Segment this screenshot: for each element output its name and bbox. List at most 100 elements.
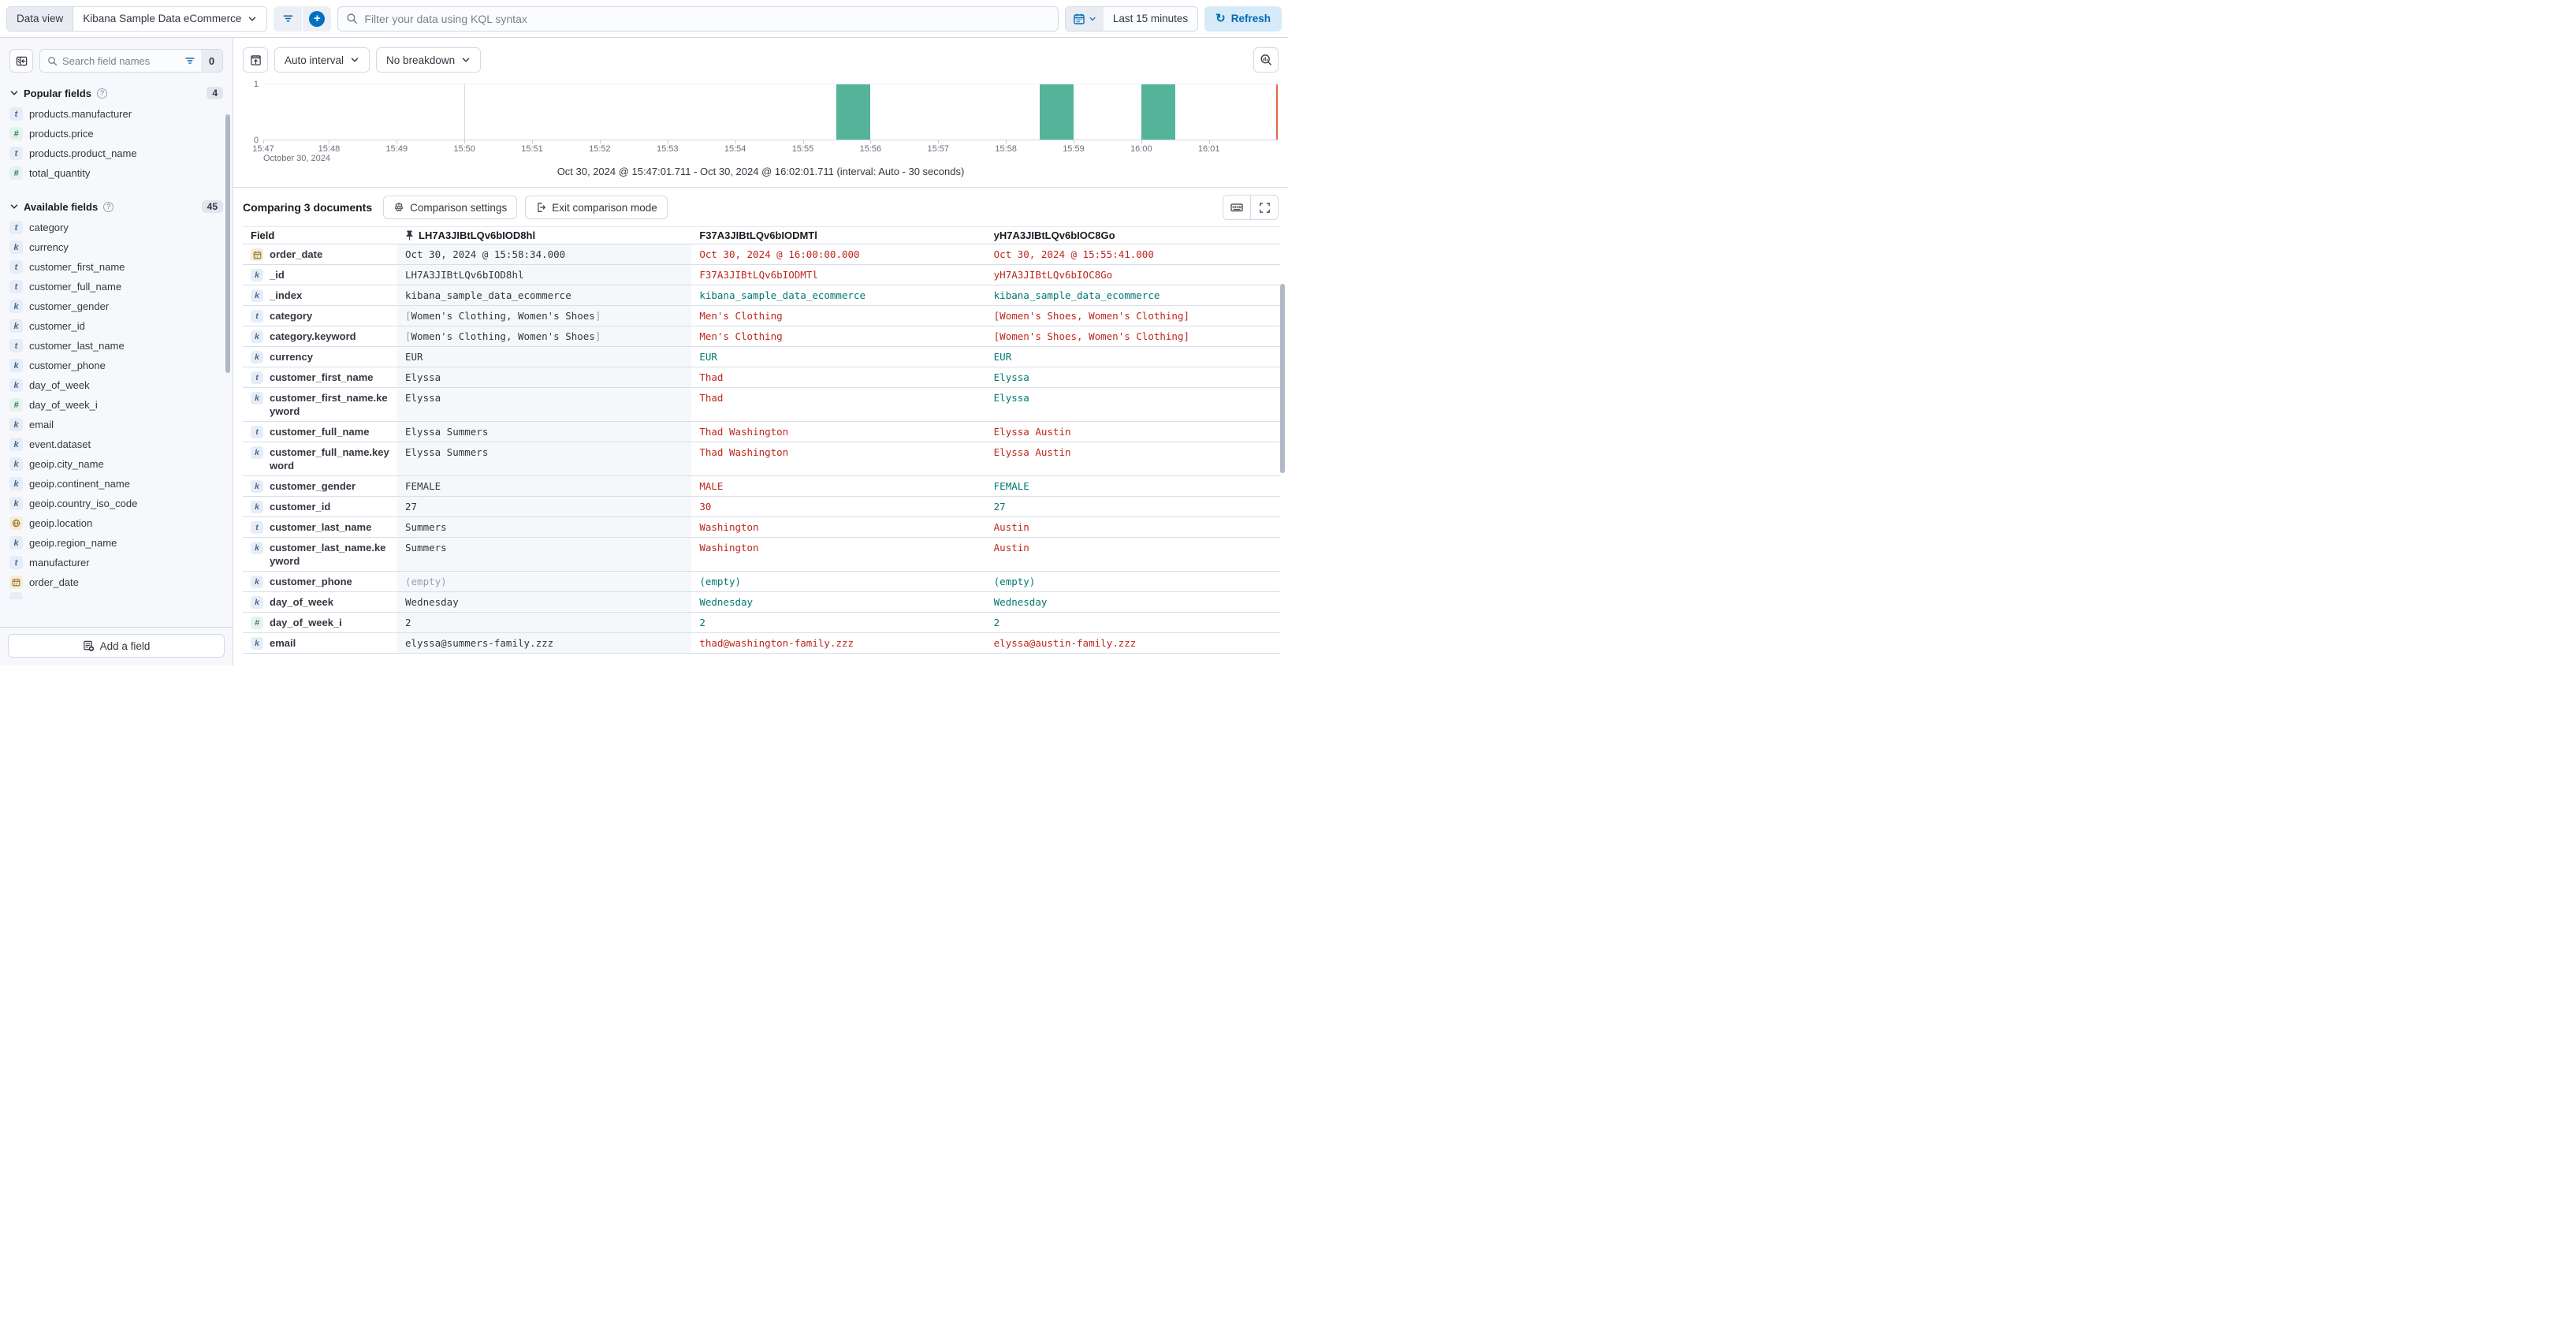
y-axis-max-label: 1 xyxy=(253,80,259,89)
value-cell: Oct 30, 2024 @ 16:00:00.000 xyxy=(699,248,860,260)
breakdown-dropdown[interactable]: No breakdown xyxy=(376,47,482,73)
kql-search-bar[interactable] xyxy=(337,6,1059,32)
table-row[interactable]: k customer_full_name.keyword Elyssa Summer… xyxy=(243,442,1280,476)
field-name-label: customer_gender xyxy=(29,300,110,312)
hide-chart-button[interactable] xyxy=(243,47,268,73)
sidebar-field-item[interactable]: k geoip.country_iso_code xyxy=(0,494,233,513)
field-type-k-icon: k xyxy=(251,596,263,609)
chevron-down-icon[interactable] xyxy=(9,88,19,98)
exit-comparison-button[interactable]: Exit comparison mode xyxy=(525,196,668,219)
sidebar-field-item[interactable]: t manufacturer xyxy=(0,553,233,572)
table-row[interactable]: t customer_first_name Elyssa Thad Elyssa xyxy=(243,367,1280,388)
add-filter-button[interactable]: + xyxy=(303,6,331,32)
refresh-button[interactable]: ↻ Refresh xyxy=(1204,6,1282,32)
edit-visualization-button[interactable] xyxy=(1253,47,1279,73)
doc-column-header[interactable]: yH7A3JIBtLQv6bIOC8Go xyxy=(986,227,1280,244)
field-type-k-icon: k xyxy=(251,289,263,302)
field-name-label: day_of_week xyxy=(29,379,90,391)
field-search-input[interactable] xyxy=(62,54,179,67)
table-row[interactable]: k day_of_week Wednesday Wednesday Wednesday xyxy=(243,592,1280,613)
chevron-down-icon xyxy=(351,58,359,62)
value-cell: thad@washington-family.zzz xyxy=(699,637,854,649)
keyboard-shortcuts-button[interactable] xyxy=(1223,196,1250,219)
table-row[interactable]: t customer_full_name Elyssa Summers Thad Wa… xyxy=(243,422,1280,442)
pin-icon xyxy=(406,230,413,240)
histogram-bar[interactable] xyxy=(1141,84,1175,140)
sidebar-field-item[interactable]: k customer_phone xyxy=(0,356,233,375)
sidebar-field-item[interactable]: # day_of_week_i xyxy=(0,395,233,415)
sidebar-field-item[interactable]: # total_quantity xyxy=(0,163,233,183)
sidebar-field-item[interactable]: k currency xyxy=(0,237,233,257)
field-filter-button[interactable] xyxy=(179,55,201,66)
filter-button[interactable] xyxy=(274,6,302,32)
field-name-label: customer_id xyxy=(270,501,331,513)
sidebar-field-item[interactable]: k email xyxy=(0,415,233,434)
sidebar-field-item[interactable]: k customer_id xyxy=(0,316,233,336)
histogram-bar[interactable] xyxy=(836,84,871,140)
table-row[interactable]: k _index kibana_sample_data_ecommerce kiban… xyxy=(243,285,1280,306)
sidebar-field-item[interactable]: t customer_first_name xyxy=(0,257,233,277)
table-row[interactable]: k customer_phone (empty) (empty) (empty) xyxy=(243,572,1280,592)
value-cell: Elyssa Summers xyxy=(397,422,692,442)
sidebar-field-item[interactable]: t customer_last_name xyxy=(0,336,233,356)
chevron-down-icon[interactable] xyxy=(9,202,19,211)
table-row[interactable]: k customer_first_name.keyword Elyssa Thad El… xyxy=(243,388,1280,422)
sidebar-field-item[interactable]: t category xyxy=(0,218,233,237)
sidebar-field-item[interactable]: k geoip.continent_name xyxy=(0,474,233,494)
table-row[interactable]: t customer_last_name Summers Washington Aust… xyxy=(243,517,1280,538)
fullscreen-button[interactable] xyxy=(1251,196,1278,219)
table-scrollbar[interactable] xyxy=(1280,284,1285,473)
histogram-bar[interactable] xyxy=(1040,84,1074,140)
field-search-box[interactable]: 0 xyxy=(39,49,223,73)
date-picker-button[interactable] xyxy=(1065,6,1104,31)
collapse-sidebar-button[interactable] xyxy=(9,49,33,73)
sidebar-field-item[interactable]: order_date xyxy=(0,572,233,592)
table-row[interactable]: k customer_id 27 30 27 xyxy=(243,497,1280,517)
field-name-cell: k customer_last_name.keyword xyxy=(243,538,397,571)
field-type-num-icon: # xyxy=(251,617,263,629)
field-name-label: email xyxy=(29,419,54,431)
time-range-value[interactable]: Last 15 minutes xyxy=(1103,6,1198,31)
table-row[interactable]: k _id LH7A3JIBtLQv6bIOD8hl F37A3JIBtLQv6bIO… xyxy=(243,265,1280,285)
sidebar-field-item[interactable]: t products.manufacturer xyxy=(0,104,233,124)
table-row[interactable]: # day_of_week_i 2 2 2 xyxy=(243,613,1280,633)
field-name-label: order_date xyxy=(29,576,79,588)
field-name-label: _id xyxy=(270,269,285,281)
interval-dropdown[interactable]: Auto interval xyxy=(274,47,370,73)
table-row[interactable]: k email elyssa@summers-family.zzz thad@wash… xyxy=(243,633,1280,654)
sidebar-field-item[interactable]: # products.price xyxy=(0,124,233,144)
chart-plot-area[interactable] xyxy=(263,84,1279,140)
value-cell: 27 xyxy=(993,501,1006,513)
value-cell: FEMALE xyxy=(397,476,692,496)
doc-column-header[interactable]: LH7A3JIBtLQv6bIOD8hl xyxy=(397,227,691,244)
doc-column-header[interactable]: F37A3JIBtLQv6bIODMTl xyxy=(691,227,985,244)
sidebar-scrollbar[interactable] xyxy=(225,114,230,373)
table-row[interactable]: k customer_last_name.keyword Summers Washin… xyxy=(243,538,1280,572)
sidebar-field-item[interactable]: k event.dataset xyxy=(0,434,233,454)
comparison-settings-button[interactable]: Comparison settings xyxy=(383,196,518,219)
table-row[interactable]: t category [Women's Clothing, Women's Shoe… xyxy=(243,306,1280,326)
table-row[interactable]: k currency EUR EUR EUR xyxy=(243,347,1280,367)
value-cell: Austin xyxy=(993,542,1029,554)
value-cell: Men's Clothing xyxy=(699,330,783,342)
sidebar-field-item[interactable]: geoip.location xyxy=(0,513,233,533)
add-field-button[interactable]: Add a field xyxy=(8,634,225,658)
data-view-picker[interactable]: Data view Kibana Sample Data eCommerce xyxy=(6,6,268,32)
table-row[interactable]: k category.keyword [Women's Clothing, Wome… xyxy=(243,326,1280,347)
sidebar-field-item[interactable]: k geoip.region_name xyxy=(0,533,233,553)
table-row[interactable]: k customer_gender FEMALE MALE FEMALE xyxy=(243,476,1280,497)
field-name-cell: k _id xyxy=(243,265,397,285)
sidebar-field-item[interactable]: t products.product_name xyxy=(0,144,233,163)
table-row[interactable]: order_date Oct 30, 2024 @ 15:58:34.000 Oct… xyxy=(243,244,1280,265)
x-axis-tick-label: 15:54 xyxy=(724,144,746,154)
value-cell: Washington xyxy=(699,521,759,533)
time-range-end-marker xyxy=(1276,84,1278,140)
sidebar-field-item[interactable]: t customer_full_name xyxy=(0,277,233,296)
kql-search-input[interactable] xyxy=(364,12,1050,25)
field-type-num-icon: # xyxy=(9,127,23,140)
value-cell: Elyssa xyxy=(993,371,1029,383)
sidebar-field-item[interactable]: k day_of_week xyxy=(0,375,233,395)
sidebar-field-item[interactable]: k geoip.city_name xyxy=(0,454,233,474)
sidebar-field-item[interactable]: k customer_gender xyxy=(0,296,233,316)
data-view-select[interactable]: Kibana Sample Data eCommerce xyxy=(73,6,267,31)
